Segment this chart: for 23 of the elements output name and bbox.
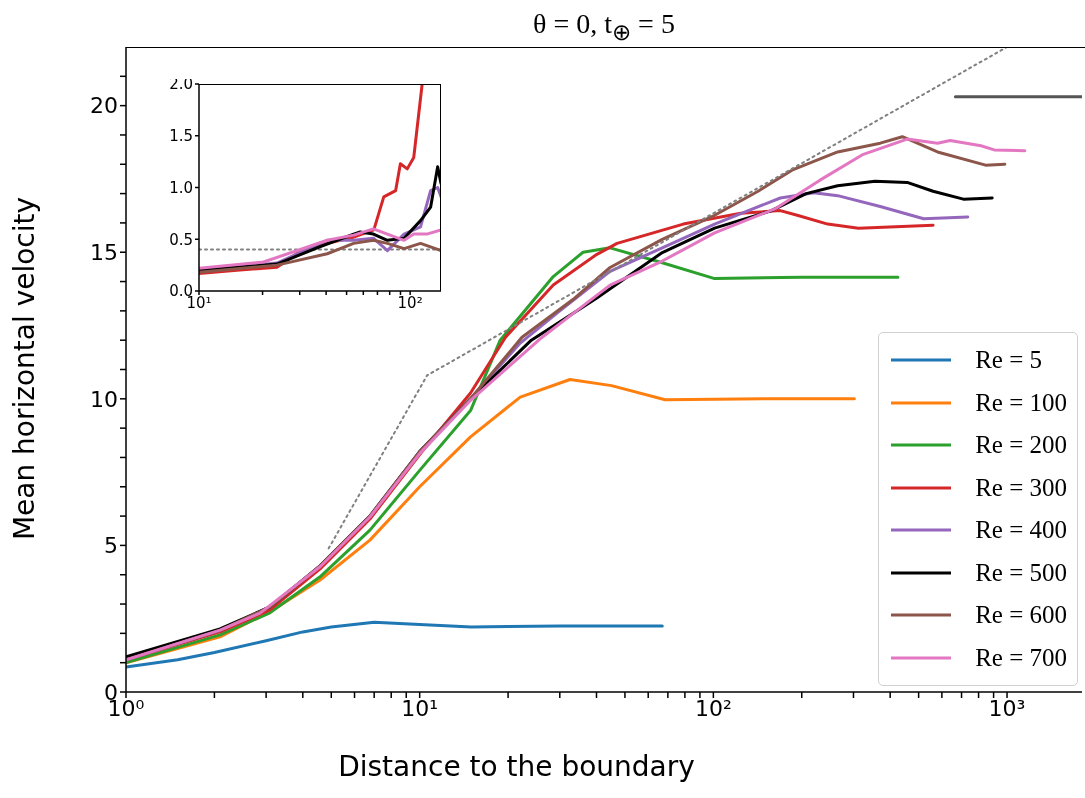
x-tick-label: 10¹ bbox=[401, 695, 439, 721]
y-tick-label: 5 bbox=[104, 533, 118, 559]
legend-label: Re = 200 bbox=[975, 431, 1067, 460]
y-tick-label: 1.5 bbox=[169, 127, 193, 146]
y-tick-label: 2.0 bbox=[169, 75, 193, 94]
legend-label: Re = 600 bbox=[975, 601, 1067, 630]
legend-label: Re = 500 bbox=[975, 558, 1067, 587]
y-tick-label: 15 bbox=[90, 240, 118, 266]
legend-label: Re = 700 bbox=[975, 643, 1067, 672]
chart-title: θ = 0, t$_{⊕}$ = 5 bbox=[532, 8, 676, 46]
legend-label: Re = 100 bbox=[975, 388, 1067, 417]
x-axis-title: Distance to the boundary bbox=[337, 750, 696, 783]
x-tick-label: 10² bbox=[397, 293, 423, 312]
x-tick-label: 10³ bbox=[988, 695, 1026, 721]
legend-label: Re = 300 bbox=[975, 473, 1067, 502]
y-axis-title: Mean horizontal velocity bbox=[7, 195, 41, 542]
legend-label: Re = 5 bbox=[975, 346, 1042, 375]
legend-label: Re = 400 bbox=[975, 516, 1067, 545]
y-tick-label: 1.0 bbox=[169, 178, 193, 197]
y-tick-label: 10 bbox=[90, 386, 118, 412]
y-tick-label: 20 bbox=[90, 93, 118, 119]
x-tick-label: 10² bbox=[694, 695, 732, 721]
y-tick-label: 0.5 bbox=[169, 230, 193, 249]
